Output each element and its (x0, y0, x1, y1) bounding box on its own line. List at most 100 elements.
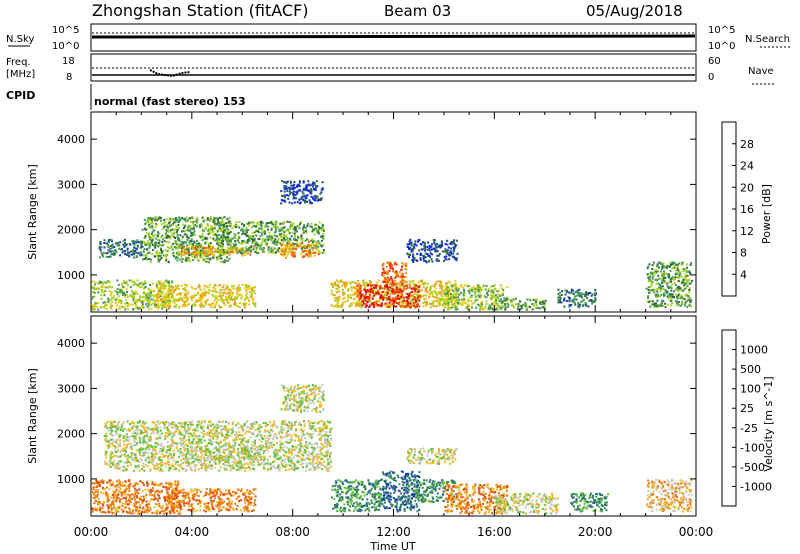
power-cell (454, 280, 457, 282)
power-cell (195, 248, 198, 251)
power-cell (128, 253, 131, 256)
power-cell (406, 252, 409, 255)
power-cell (144, 242, 146, 245)
power-cell (451, 285, 454, 288)
power-cell (109, 285, 111, 288)
power-cell (181, 260, 184, 263)
power-cell (175, 217, 177, 220)
power-cell (161, 292, 164, 295)
nsky-tick-top: 10^5 (52, 25, 79, 36)
power-cell (157, 217, 160, 220)
power-cell (439, 280, 442, 283)
power-cell (115, 304, 118, 307)
power-cell (184, 218, 186, 221)
cpid-label: CPID (6, 89, 35, 102)
velocity-cell (120, 498, 123, 500)
power-cell (401, 261, 404, 264)
power-cell (384, 294, 387, 297)
power-cell (185, 233, 188, 236)
power-cell (422, 305, 425, 308)
power-cell (540, 302, 543, 305)
power-cell (504, 308, 507, 311)
power-cell (154, 246, 157, 249)
power-cell (380, 286, 383, 289)
power-cell (665, 281, 668, 284)
velocity-cell (92, 510, 94, 513)
power-cell (219, 306, 222, 309)
power-cell (660, 286, 662, 288)
power-cell (437, 254, 440, 257)
power-cell (136, 300, 139, 302)
power-cell (541, 306, 544, 309)
power-cell (358, 284, 361, 287)
power-cell (357, 303, 360, 305)
power-cell (114, 301, 117, 304)
power-cell (667, 276, 670, 279)
power-cell (568, 298, 571, 301)
power-cell (677, 288, 680, 291)
power-cell (657, 295, 660, 298)
power-cell (388, 295, 391, 298)
power-cell (218, 217, 221, 220)
power-cell (340, 305, 343, 308)
power-cell (143, 218, 146, 221)
power-cell (167, 226, 169, 229)
power-cell (198, 285, 201, 288)
power-cell (239, 293, 242, 296)
velocity-cell (128, 503, 130, 505)
power-cell (566, 300, 569, 302)
power-cell (149, 260, 152, 263)
power-cell (567, 291, 570, 294)
power-cell (225, 299, 228, 301)
power-cell (418, 290, 421, 293)
power-cell (221, 260, 224, 263)
power-cell (381, 296, 384, 299)
power-cell (570, 288, 573, 291)
power-cell (206, 252, 209, 255)
power-cell (297, 183, 300, 186)
power-cell (164, 237, 166, 240)
power-cell (440, 282, 443, 284)
power-cell (290, 221, 293, 224)
power-cell (655, 293, 658, 296)
power-cell (124, 253, 126, 256)
power-cell (293, 232, 296, 235)
beam-label: Beam 03 (384, 2, 451, 20)
power-cell (594, 297, 597, 300)
power-cell (590, 300, 593, 303)
power-cell (462, 294, 465, 297)
power-cell (163, 285, 166, 288)
power-cell (492, 302, 495, 305)
power-cell (110, 253, 113, 256)
power-cell (426, 286, 428, 289)
power-cell (311, 241, 314, 244)
power-cell (318, 242, 321, 245)
power-cell (120, 302, 123, 305)
power-cell (261, 247, 264, 250)
power-cell (502, 293, 504, 296)
power-cell (686, 305, 689, 308)
power-cell (210, 306, 213, 309)
power-cell (474, 289, 477, 292)
power-cell (515, 303, 518, 306)
power-cell (502, 288, 505, 291)
power-cell (395, 302, 398, 305)
velocity-cell (128, 479, 131, 482)
power-cell (207, 218, 209, 221)
power-cell (98, 245, 101, 248)
power-cell (573, 301, 576, 304)
power-cell (524, 302, 527, 305)
velocity-cell (132, 493, 135, 496)
power-cell (235, 224, 238, 227)
power-cell (529, 306, 531, 308)
power-cell (414, 284, 417, 287)
power-cell (463, 284, 466, 287)
power-cell (391, 280, 394, 283)
power-cell (685, 270, 688, 273)
power-cell (294, 193, 297, 196)
power-cell (295, 248, 298, 251)
power-cell (254, 251, 257, 253)
power-cell (173, 231, 176, 234)
power-cell (180, 291, 183, 294)
power-cell (200, 252, 203, 255)
